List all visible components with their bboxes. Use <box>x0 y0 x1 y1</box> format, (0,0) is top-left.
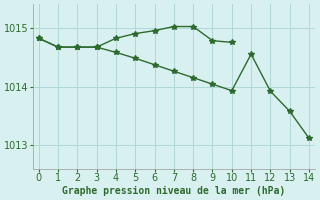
X-axis label: Graphe pression niveau de la mer (hPa): Graphe pression niveau de la mer (hPa) <box>62 186 285 196</box>
